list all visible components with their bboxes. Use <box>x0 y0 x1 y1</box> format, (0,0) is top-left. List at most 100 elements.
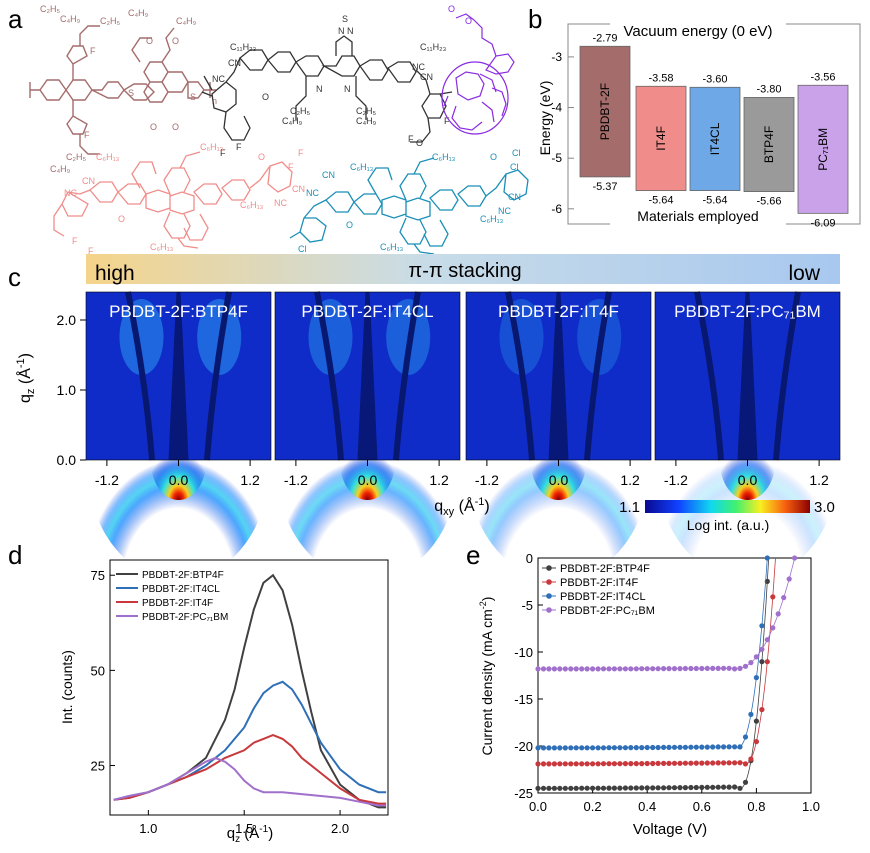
homo-value-label: -5.66 <box>756 196 781 208</box>
y-tick-label-e: 0 <box>526 551 533 566</box>
homo-value-label: -5.37 <box>592 181 617 193</box>
qz-tick-label: 2.0 <box>57 312 77 328</box>
polymer-label-c4h9-top: C₄H₉ <box>60 14 81 24</box>
lumo-value-label: -3.58 <box>648 72 673 84</box>
jv-data-point <box>639 785 645 791</box>
PC71BM-fullerene-structure-icon <box>441 13 515 135</box>
legend-label-e: PBDBT-2F:IT4CL <box>560 591 646 603</box>
it4cl-label-cl4: Cl <box>510 162 519 172</box>
detector-gap <box>505 291 535 461</box>
jv-data-point <box>748 660 754 666</box>
jv-data-point <box>650 785 656 791</box>
polymer-label-c4h9-bottom: C₄H₉ <box>50 164 71 174</box>
lumo-value-label: -3.80 <box>756 83 781 95</box>
jv-data-point <box>644 666 650 672</box>
it4f-label-f2: F <box>88 246 94 256</box>
legend-label-d: PBDBT-2F:IT4F <box>142 598 213 609</box>
jv-data-point <box>551 745 558 751</box>
axis-ticks-e: 0.0 0.2 0.4 0.6 0.8 1.0 0 -5 -10 -15 -20 -25 <box>514 551 820 814</box>
jv-data-point <box>540 761 547 767</box>
jv-data-point <box>699 760 705 766</box>
jv-data-point <box>688 760 694 766</box>
it4cl-label-cl1: Cl <box>298 244 307 254</box>
jv-data-point <box>644 760 650 767</box>
energy-tick-label: -3 <box>551 50 562 64</box>
IT4CL-structure-icon <box>289 157 529 255</box>
jv-data-point <box>595 666 601 672</box>
pcbm-label-o1: O <box>465 16 472 26</box>
jv-data-point <box>666 666 672 672</box>
jv-data-point <box>721 784 727 790</box>
vacuum-energy-label: Vacuum energy (0 eV) <box>624 23 773 40</box>
jv-data-point <box>590 761 596 767</box>
series-line-d <box>113 756 387 807</box>
jv-data-point <box>710 744 716 750</box>
jv-data-point <box>573 761 579 767</box>
y-tick-label-e: -25 <box>514 786 533 801</box>
energy-bar-name: IT4F <box>654 126 668 151</box>
jv-data-point <box>759 646 765 652</box>
energy-bar <box>797 84 849 214</box>
detector-gap <box>204 291 232 461</box>
x-tick-label-e: 0.8 <box>747 799 765 814</box>
jv-data-point <box>606 666 612 672</box>
energy-bar-name: IT4CL <box>708 122 722 155</box>
jv-data-point <box>633 745 639 751</box>
btp-label-c2h5-left: C₂H₅ <box>290 106 310 116</box>
jv-data-point <box>792 555 798 561</box>
btp-label-nsn: N N <box>338 26 354 36</box>
qz-axis-label-c: qz (Å-1) <box>15 353 37 403</box>
jv-data-point <box>611 745 618 751</box>
jv-data-point <box>557 745 563 751</box>
x-tick-label-d: 1.5 <box>235 821 253 836</box>
panel-letter-e: e <box>466 540 481 570</box>
jv-data-point <box>628 761 634 767</box>
jv-data-point <box>546 761 552 767</box>
jv-data-point <box>622 745 629 751</box>
polymer-label-s-2: S <box>190 92 196 102</box>
homo-value-label: -5.64 <box>702 195 727 207</box>
gradient-label-low: low <box>788 262 820 285</box>
polymer-label-f-top: F <box>90 46 96 56</box>
jv-data-point <box>764 555 770 561</box>
it4f-label-cn-right: CN <box>292 184 305 194</box>
jv-data-point <box>617 761 623 767</box>
jv-data-point <box>726 665 732 671</box>
x-tick-label-d: 1.0 <box>139 821 157 836</box>
jv-data-point <box>617 745 623 751</box>
jv-data-point <box>715 760 721 766</box>
missing-wedge <box>168 292 189 460</box>
jv-data-point <box>644 785 650 791</box>
jv-data-point <box>595 785 601 791</box>
legend-d: PBDBT-2F:BTP4F PBDBT-2F:IT4CL PBDBT-2F:IT4… <box>116 570 228 623</box>
jv-data-point <box>568 785 574 791</box>
jv-data-point <box>770 625 776 631</box>
energy-bar <box>689 86 741 191</box>
polymer-label-s-1: S <box>128 88 134 98</box>
y-tick-label-e: -10 <box>514 645 533 660</box>
missing-wedge <box>548 292 569 460</box>
it4cl-label-nc: NC <box>306 188 319 198</box>
qxy-tick-label: 0.0 <box>738 472 758 488</box>
jv-data-point <box>562 666 568 672</box>
polymer-PBDBT-2F-structure-icon <box>29 25 216 155</box>
jv-data-point <box>677 744 683 750</box>
qxy-tick-label: 0.0 <box>549 472 569 488</box>
it4f-label-c6h13-1: C₆H₁₃ <box>200 142 224 152</box>
jv-data-point <box>715 744 721 750</box>
colorbar-label: Log int. (a.u.) <box>687 517 770 533</box>
jv-data-point <box>562 785 568 791</box>
qxy-tick-label: 1.2 <box>240 472 260 488</box>
jv-data-point <box>764 637 770 643</box>
series-points-e <box>535 555 798 791</box>
jv-data-point <box>753 654 760 660</box>
it4f-label-f1: F <box>72 236 78 246</box>
polymer-label-c2h5-top: C₂H₅ <box>40 4 60 14</box>
detector-gap <box>773 291 801 461</box>
jv-data-point <box>622 785 629 791</box>
jv-data-point <box>693 744 699 750</box>
jv-data-point <box>753 739 760 745</box>
energy-bar <box>635 85 687 191</box>
it4f-label-nc-right: NC <box>274 198 287 208</box>
qxy-tick-label: 1.2 <box>429 472 449 488</box>
